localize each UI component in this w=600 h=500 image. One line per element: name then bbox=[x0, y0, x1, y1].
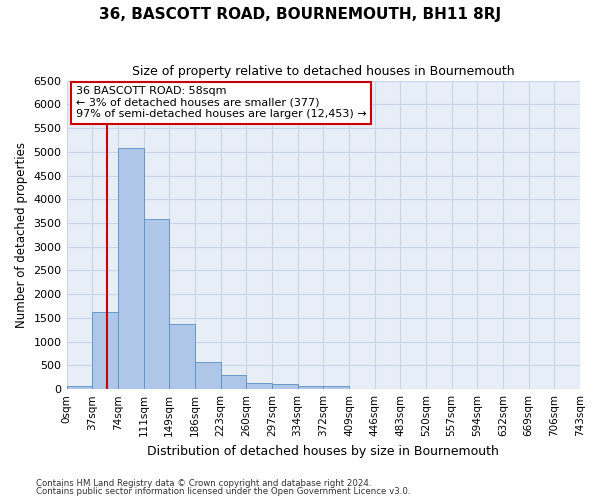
Bar bbox=[92, 312, 118, 389]
Bar bbox=[67, 386, 92, 389]
Bar bbox=[221, 376, 246, 389]
Bar bbox=[195, 362, 221, 389]
Bar bbox=[323, 386, 349, 389]
Bar bbox=[298, 386, 323, 389]
Text: Contains public sector information licensed under the Open Government Licence v3: Contains public sector information licen… bbox=[36, 487, 410, 496]
Bar bbox=[169, 324, 195, 389]
Bar bbox=[272, 384, 298, 389]
Text: 36 BASCOTT ROAD: 58sqm
← 3% of detached houses are smaller (377)
97% of semi-det: 36 BASCOTT ROAD: 58sqm ← 3% of detached … bbox=[76, 86, 366, 120]
Y-axis label: Number of detached properties: Number of detached properties bbox=[15, 142, 28, 328]
Text: Contains HM Land Registry data © Crown copyright and database right 2024.: Contains HM Land Registry data © Crown c… bbox=[36, 478, 371, 488]
Bar bbox=[118, 148, 143, 389]
Text: 36, BASCOTT ROAD, BOURNEMOUTH, BH11 8RJ: 36, BASCOTT ROAD, BOURNEMOUTH, BH11 8RJ bbox=[99, 8, 501, 22]
Bar bbox=[246, 383, 272, 389]
Bar bbox=[143, 219, 169, 389]
X-axis label: Distribution of detached houses by size in Bournemouth: Distribution of detached houses by size … bbox=[148, 444, 499, 458]
Title: Size of property relative to detached houses in Bournemouth: Size of property relative to detached ho… bbox=[132, 65, 515, 78]
